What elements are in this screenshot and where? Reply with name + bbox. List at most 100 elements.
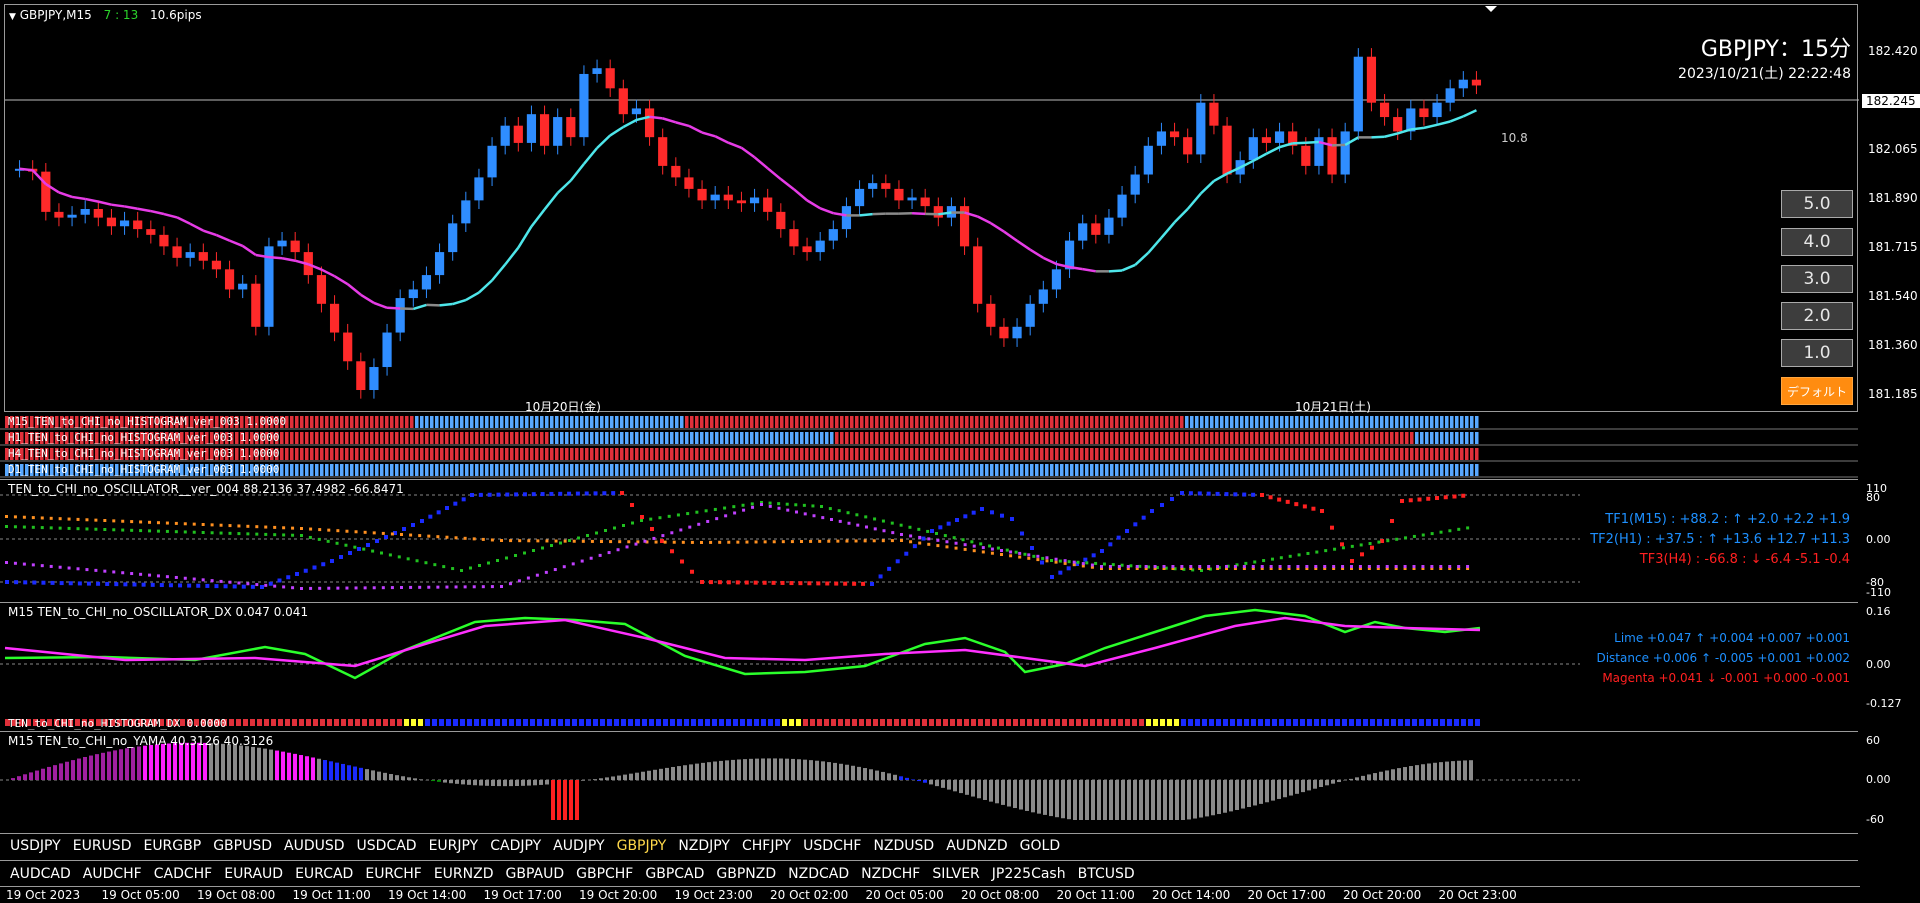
hist-bar [855,464,859,476]
hist-bar [725,416,729,428]
hist-dx-bar [1363,719,1368,726]
symbol-gbpnzd[interactable]: GBPNZD [716,866,776,882]
symbol-gbpaud[interactable]: GBPAUD [506,866,565,882]
symbol-gbpcad[interactable]: GBPCAD [645,866,704,882]
symbol-cadchf[interactable]: CADCHF [154,866,213,882]
symbol-nzdusd[interactable]: NZDUSD [873,838,934,854]
symbol-eurnzd[interactable]: EURNZD [434,866,494,882]
osc-dot [855,539,858,542]
symbol-gbpusd[interactable]: GBPUSD [213,838,272,854]
hist-bar [465,416,469,428]
hist-bar [970,416,974,428]
symbol-audjpy[interactable]: AUDJPY [553,838,604,854]
yama-bar [809,760,813,780]
hist-bar [360,464,364,476]
symbol-gbpchf[interactable]: GBPCHF [576,866,633,882]
hist-bar [755,432,759,444]
osc-dot [202,578,205,581]
hist-bar [740,448,744,460]
symbol-silver[interactable]: SILVER [932,866,979,882]
symbol-usdjpy[interactable]: USDJPY [10,838,61,854]
osc-dot [114,582,118,586]
hist-bar [635,464,639,476]
osc-dot [541,492,545,496]
osc-dot [184,522,187,525]
hist-dx-bar [1405,719,1410,726]
osc-dot [577,537,580,540]
osc-dot [255,525,258,528]
symbol-audchf[interactable]: AUDCHF [83,866,142,882]
symbol-nzdchf[interactable]: NZDCHF [861,866,920,882]
symbol-gbpjpy[interactable]: GBPJPY [617,838,667,854]
symbol-jp225cash[interactable]: JP225Cash [992,866,1066,882]
hist-bar [1255,448,1259,460]
symbol-btcusd[interactable]: BTCUSD [1078,866,1135,882]
hist-dx-bar [859,719,864,726]
size-4-button[interactable]: 4.0 [1781,228,1853,256]
candle [120,212,129,235]
main-chart-panel[interactable]: ▼ GBPJPY,M15 7 : 13 10.6pips GBPJPY：15分 … [4,4,1858,412]
osc-dot [264,526,267,529]
symbol-eurchf[interactable]: EURCHF [365,866,421,882]
symbol-eurcad[interactable]: EURCAD [295,866,353,882]
ma-segment [72,197,85,199]
hist-bar [1455,448,1459,460]
hist-bar [450,432,454,444]
symbol-audnzd[interactable]: AUDNZD [946,838,1007,854]
hist-bar [615,416,619,428]
osc-dot [260,585,264,589]
default-button[interactable]: デフォルト [1781,377,1853,405]
osc-dot [1170,497,1174,501]
symbol-audusd[interactable]: AUDUSD [284,838,345,854]
osc-dot [366,543,370,547]
hist-dx-bar [733,719,738,726]
hist-bar [565,448,569,460]
hist-bar [595,432,599,444]
osc-dot [608,551,611,554]
symbol-gold[interactable]: GOLD [1020,838,1060,854]
osc-dot [273,585,276,588]
yama-bar [215,743,219,780]
size-3-button[interactable]: 3.0 [1781,265,1853,293]
osc-dot [175,576,178,579]
size-2-button[interactable]: 2.0 [1781,302,1853,330]
symbol-usdcad[interactable]: USDCAD [357,838,417,854]
hist-bar [1465,448,1469,460]
symbol-cadjpy[interactable]: CADJPY [490,838,541,854]
hist-bar [665,448,669,460]
hist-bar [585,416,589,428]
yama-bar [197,743,201,780]
hist-bar [1350,432,1354,444]
osc-dot [68,567,71,570]
symbol-eurjpy[interactable]: EURJPY [429,838,479,854]
symbol-chfjpy[interactable]: CHFJPY [742,838,791,854]
hist-bar [1470,416,1474,428]
candle [986,295,995,335]
hist-bar [925,432,929,444]
osc-dot [618,540,621,543]
osc-dot [1453,495,1457,499]
symbol-euraud[interactable]: EURAUD [224,866,283,882]
hist-bar [765,416,769,428]
hist-bar [440,432,444,444]
symbol-usdchf[interactable]: USDCHF [803,838,861,854]
osc-dot [727,580,731,584]
osc-dot [41,516,44,519]
yama-bar [107,752,111,780]
hist-bar [495,448,499,460]
hist-bar [355,448,359,460]
symbol-audcad[interactable]: AUDCAD [10,866,71,882]
yama-bar [995,780,999,803]
hist-dx-bar [1244,719,1249,726]
symbol-eurusd[interactable]: EURUSD [73,838,132,854]
hist-dx-bar [698,719,703,726]
candle [1117,186,1126,226]
size-5-button[interactable]: 5.0 [1781,190,1853,218]
hist-dx-bar [1209,719,1214,726]
size-1-button[interactable]: 1.0 [1781,339,1853,367]
symbol-nzdcad[interactable]: NZDCAD [788,866,849,882]
symbol-nzdjpy[interactable]: NZDJPY [678,838,730,854]
symbol-eurgbp[interactable]: EURGBP [143,838,201,854]
price-tick: 181.185 [1868,387,1918,401]
hist-bar [850,448,854,460]
